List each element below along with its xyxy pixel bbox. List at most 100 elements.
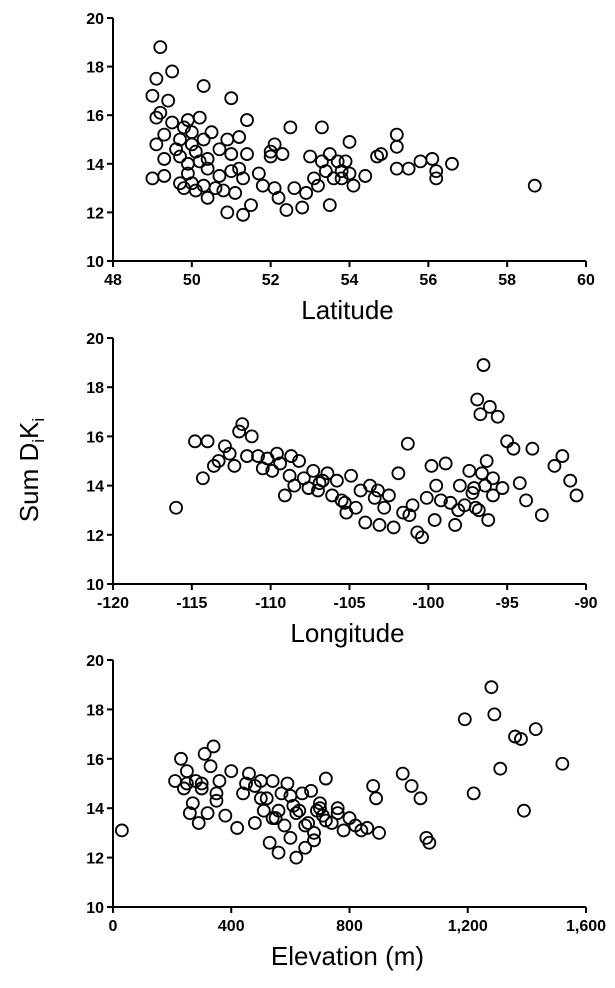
data-point [318, 813, 333, 828]
x-tick-label: -105 [333, 595, 365, 612]
data-point [303, 149, 317, 164]
data-point [413, 791, 428, 806]
data-point [466, 786, 481, 801]
data-point [236, 207, 250, 222]
data-point [114, 823, 129, 838]
data-point [478, 478, 492, 493]
data-point [255, 178, 270, 193]
data-point [377, 500, 392, 515]
data-point [389, 161, 404, 176]
data-point [232, 130, 247, 144]
data-point [280, 776, 295, 791]
data-point [289, 850, 304, 865]
data-point [271, 190, 286, 205]
y-tick-label: 20 [86, 11, 104, 28]
data-point [434, 493, 448, 508]
data-point [244, 429, 259, 444]
x-tick-label: 60 [577, 272, 595, 289]
data-point [298, 840, 313, 855]
data-point [427, 513, 442, 527]
data-point [307, 171, 321, 186]
data-point [337, 495, 352, 510]
data-point [220, 132, 235, 147]
data-point [318, 771, 333, 786]
data-point [500, 434, 515, 449]
data-point [212, 169, 227, 183]
data-point [391, 466, 406, 481]
data-point [372, 518, 387, 532]
data-point [358, 169, 373, 183]
data-point [224, 764, 239, 779]
data-point [315, 473, 330, 488]
data-point [470, 392, 485, 407]
data-point [295, 200, 310, 215]
data-point [169, 500, 183, 515]
x-tick-label: 1,600 [566, 918, 606, 935]
data-point [283, 120, 298, 135]
data-point [180, 776, 194, 791]
data-point [410, 525, 425, 540]
data-point [224, 91, 239, 106]
data-point [204, 125, 219, 140]
y-tick-label: 16 [86, 108, 104, 125]
data-point [443, 495, 458, 510]
data-point [235, 417, 250, 432]
data-point [468, 500, 483, 515]
data-point [322, 147, 337, 161]
y-tick-label: 10 [86, 900, 104, 917]
data-point [424, 459, 439, 473]
data-point [200, 161, 215, 176]
data-point [402, 508, 417, 523]
data-point [279, 203, 294, 217]
x-tick-label: -95 [496, 595, 519, 612]
y-tick-label: 16 [86, 752, 104, 769]
data-point [157, 169, 172, 183]
data-point [218, 808, 233, 823]
data-point [275, 147, 290, 161]
data-point [429, 171, 444, 186]
x-axis-title: Longitude [290, 618, 404, 648]
data-point [479, 454, 494, 468]
data-point [370, 483, 385, 498]
data-point [149, 137, 164, 152]
data-point [307, 826, 321, 840]
data-point [344, 468, 358, 483]
data-point [196, 132, 211, 147]
data-point [284, 449, 299, 463]
y-tick-label: 10 [86, 577, 104, 594]
data-point [212, 774, 227, 788]
y-tick-label: 14 [86, 801, 104, 818]
x-tick-label: 0 [109, 918, 118, 935]
data-point [405, 498, 420, 513]
data-point [493, 761, 508, 776]
y-tick-label: 12 [86, 528, 104, 545]
x-axis-title: Elevation (m) [271, 941, 424, 971]
data-point [366, 779, 381, 793]
data-point [528, 722, 543, 737]
data-point [200, 190, 215, 205]
data-point [490, 409, 505, 424]
data-point [313, 801, 327, 816]
data-point [534, 508, 549, 523]
data-point [200, 434, 215, 449]
data-point [569, 488, 584, 503]
data-point [283, 830, 298, 845]
data-point [301, 481, 316, 495]
data-point [367, 490, 382, 505]
data-point [326, 171, 341, 186]
data-point [336, 823, 351, 838]
data-point [547, 459, 562, 473]
data-point [194, 776, 209, 791]
data-point [184, 125, 199, 140]
data-point [311, 178, 325, 193]
data-point [307, 833, 321, 848]
data-point [274, 786, 289, 801]
x-tick-label: 48 [104, 272, 122, 289]
data-point [157, 127, 172, 142]
data-point [188, 434, 202, 449]
data-point [395, 766, 410, 781]
data-point [251, 449, 265, 463]
data-point [457, 712, 472, 727]
data-point [386, 520, 401, 535]
